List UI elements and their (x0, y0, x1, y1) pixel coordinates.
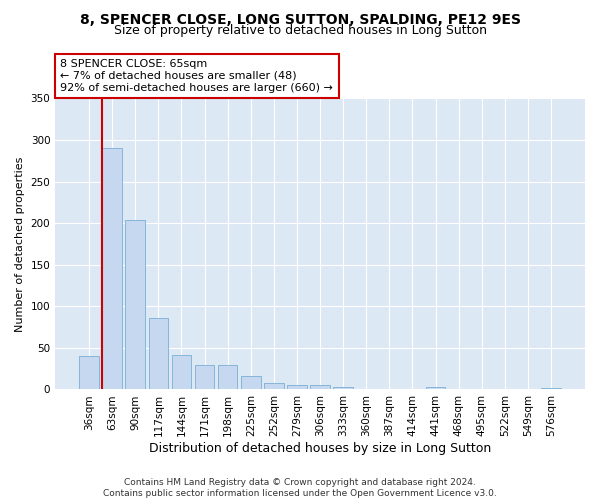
Text: 8, SPENCER CLOSE, LONG SUTTON, SPALDING, PE12 9ES: 8, SPENCER CLOSE, LONG SUTTON, SPALDING,… (79, 12, 521, 26)
Bar (149, 318, 168, 390)
Bar (195, 364, 214, 390)
Bar (79, 356, 99, 390)
Bar (264, 383, 284, 390)
Bar (103, 148, 122, 390)
X-axis label: Distribution of detached houses by size in Long Sutton: Distribution of detached houses by size … (149, 442, 491, 455)
Text: 8 SPENCER CLOSE: 65sqm
← 7% of detached houses are smaller (48)
92% of semi-deta: 8 SPENCER CLOSE: 65sqm ← 7% of detached … (61, 60, 334, 92)
Bar (172, 356, 191, 390)
Bar (426, 387, 445, 390)
Bar (310, 386, 330, 390)
Text: Size of property relative to detached houses in Long Sutton: Size of property relative to detached ho… (113, 24, 487, 37)
Bar (287, 386, 307, 390)
Bar (125, 220, 145, 390)
Bar (541, 388, 561, 390)
Text: Contains HM Land Registry data © Crown copyright and database right 2024.
Contai: Contains HM Land Registry data © Crown c… (103, 478, 497, 498)
Bar (241, 376, 260, 390)
Bar (218, 364, 238, 390)
Bar (334, 387, 353, 390)
Y-axis label: Number of detached properties: Number of detached properties (15, 156, 25, 332)
